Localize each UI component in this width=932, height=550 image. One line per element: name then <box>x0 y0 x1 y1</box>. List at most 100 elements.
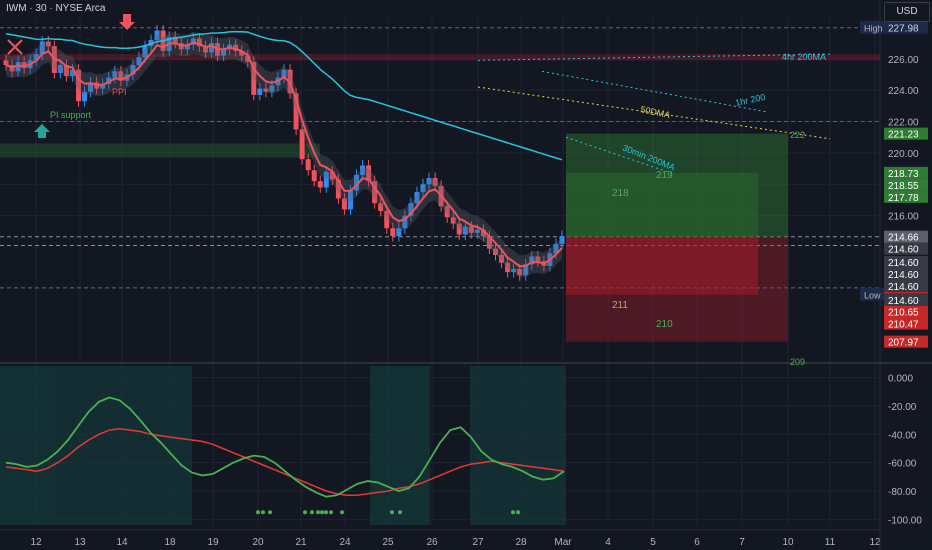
price-tag-bg <box>860 20 884 34</box>
y-tick-label: 226.00 <box>888 55 919 66</box>
y-tick-label: 216.00 <box>888 212 919 223</box>
osc-signal-dot <box>256 510 260 515</box>
price-tag-bg <box>884 335 928 348</box>
osc-y-tick-label: 0.000 <box>888 374 913 385</box>
price-tag-label: 218.55 <box>888 181 919 192</box>
candle-body <box>305 159 311 171</box>
chart-annotation: 219 <box>656 170 673 181</box>
candle-body <box>21 61 27 69</box>
candle-body <box>136 57 142 66</box>
candle-body <box>323 171 329 188</box>
candle-body <box>251 61 257 95</box>
trend-4hr-200ma <box>477 53 831 61</box>
candle-body <box>420 184 426 193</box>
x-tick-label: Mar <box>554 537 572 548</box>
candle-body <box>341 198 347 210</box>
price-tag-bg <box>884 127 928 140</box>
profit-zone-inner <box>566 172 758 237</box>
candle-body <box>553 243 559 254</box>
trend-30min-200ma <box>565 136 673 174</box>
osc-signal-dot <box>303 510 307 515</box>
candle-body <box>444 206 450 218</box>
chart-annotation: PPI <box>112 87 127 97</box>
chart-annotation: 222 <box>790 130 805 140</box>
candle-body <box>293 93 299 130</box>
candle-body <box>311 170 317 182</box>
price-tag-label: 214.60 <box>888 245 919 256</box>
candle-body <box>480 229 486 237</box>
candle-body <box>366 165 372 182</box>
candle-body <box>517 269 523 276</box>
price-tag-bg <box>884 230 928 243</box>
candle-body <box>493 248 499 255</box>
profit-zone <box>566 133 788 237</box>
candle-body <box>299 129 305 160</box>
price-tag-label: 221.23 <box>888 130 919 141</box>
price-tag-bg <box>884 305 928 318</box>
ma200-line <box>5 30 563 161</box>
candle-body <box>88 82 94 92</box>
candle-body <box>106 77 112 84</box>
candle-body <box>39 41 45 55</box>
chart-annotation: 210 <box>656 319 673 330</box>
loss-zone-inner <box>566 236 758 295</box>
support-zone <box>0 143 320 158</box>
osc-fast-line <box>5 396 565 498</box>
x-tick-label: 12 <box>30 537 42 548</box>
candle-body <box>511 269 517 273</box>
trend-1hr-200 <box>541 70 769 113</box>
osc-signal-dot <box>268 510 272 515</box>
osc-signal-dot <box>310 510 314 515</box>
currency-button[interactable]: USD <box>884 2 930 22</box>
price-tag-bg <box>884 166 928 179</box>
candle-body <box>190 38 196 45</box>
x-tick-label: 25 <box>382 537 394 548</box>
price-tag-label: 217.78 <box>888 193 919 204</box>
candle-body <box>499 254 505 263</box>
x-tick-label: 26 <box>426 537 438 548</box>
candle-body <box>202 46 208 53</box>
chart-annotation: 211 <box>612 300 628 311</box>
candle-body <box>372 181 378 204</box>
candle-body <box>462 226 468 235</box>
candle-body <box>426 178 432 185</box>
candle-body <box>208 43 214 53</box>
sell-arrow-marker <box>119 14 135 30</box>
price-tag-label: 214.60 <box>888 282 919 293</box>
candle-body <box>45 41 51 47</box>
candle-body <box>384 210 390 229</box>
osc-zone-shade <box>370 366 430 525</box>
candle-body <box>523 264 529 276</box>
candle-body <box>100 83 106 89</box>
x-tick-label: 11 <box>825 537 836 548</box>
candle-body <box>196 38 202 47</box>
price-tag-bg <box>884 21 928 34</box>
x-tick-label: 19 <box>207 537 219 548</box>
price-tag-label: 227.98 <box>888 24 919 35</box>
loss-zone <box>566 236 788 342</box>
candle-body <box>82 91 88 102</box>
x-tick-label: 27 <box>472 537 484 548</box>
candle-body <box>118 71 124 81</box>
candle-body <box>396 228 402 237</box>
y-tick-label: 220.00 <box>888 149 919 160</box>
x-marker <box>7 39 23 55</box>
osc-zone-shade <box>58 366 192 525</box>
x-tick-label: 7 <box>739 537 745 548</box>
x-tick-label: 21 <box>295 537 307 548</box>
osc-y-tick-label: -100.00 <box>888 515 922 526</box>
resistance-zone <box>0 54 880 61</box>
candle-body <box>335 179 341 199</box>
x-tick-label: 6 <box>694 537 700 548</box>
candle-body <box>360 165 366 175</box>
price-tag-bg <box>884 190 928 203</box>
osc-signal-dot <box>516 510 520 515</box>
candle-body <box>456 223 462 235</box>
osc-signal-dot <box>261 510 265 515</box>
candle-body <box>529 256 535 265</box>
price-tag-bg <box>884 268 928 280</box>
candle-body <box>263 88 269 92</box>
price-tag-label: 214.60 <box>888 270 919 281</box>
candle-body <box>112 71 118 78</box>
